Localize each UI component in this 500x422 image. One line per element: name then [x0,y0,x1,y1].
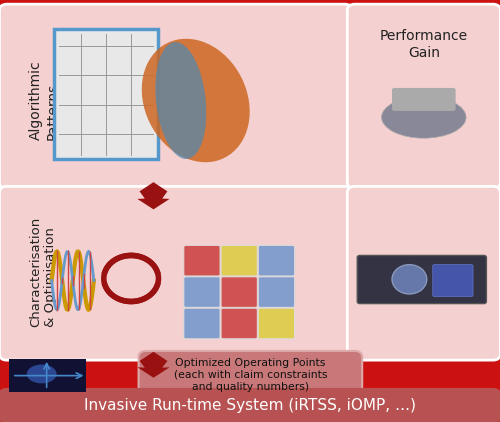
FancyBboxPatch shape [184,245,220,276]
FancyBboxPatch shape [348,4,500,189]
FancyBboxPatch shape [258,308,294,339]
FancyBboxPatch shape [221,308,258,339]
Text: Characterisation
& Optimisation: Characterisation & Optimisation [30,217,58,327]
Circle shape [392,265,427,294]
Polygon shape [138,182,170,209]
FancyBboxPatch shape [432,265,473,297]
FancyBboxPatch shape [184,308,220,339]
FancyBboxPatch shape [0,4,352,189]
FancyBboxPatch shape [357,255,486,303]
FancyBboxPatch shape [10,359,86,392]
FancyBboxPatch shape [258,245,294,276]
FancyBboxPatch shape [258,277,294,307]
FancyBboxPatch shape [348,187,500,360]
FancyBboxPatch shape [392,88,456,111]
FancyBboxPatch shape [221,245,258,276]
Ellipse shape [27,365,56,383]
Text: Optimized Operating Points
(each with claim constraints
and quality numbers): Optimized Operating Points (each with cl… [174,358,327,392]
Polygon shape [138,352,170,378]
Text: Algorithmic
Patterns: Algorithmic Patterns [30,61,60,140]
FancyBboxPatch shape [0,187,352,360]
FancyBboxPatch shape [54,29,158,159]
FancyBboxPatch shape [0,389,500,422]
FancyBboxPatch shape [221,277,258,307]
FancyBboxPatch shape [184,277,220,307]
Text: Performance
Gain: Performance Gain [380,29,468,60]
Ellipse shape [142,39,250,162]
Ellipse shape [382,96,466,138]
Text: Invasive Run-time System (iRTSS, iOMP, …): Invasive Run-time System (iRTSS, iOMP, …… [84,398,416,413]
FancyBboxPatch shape [138,351,362,399]
Ellipse shape [156,42,206,159]
